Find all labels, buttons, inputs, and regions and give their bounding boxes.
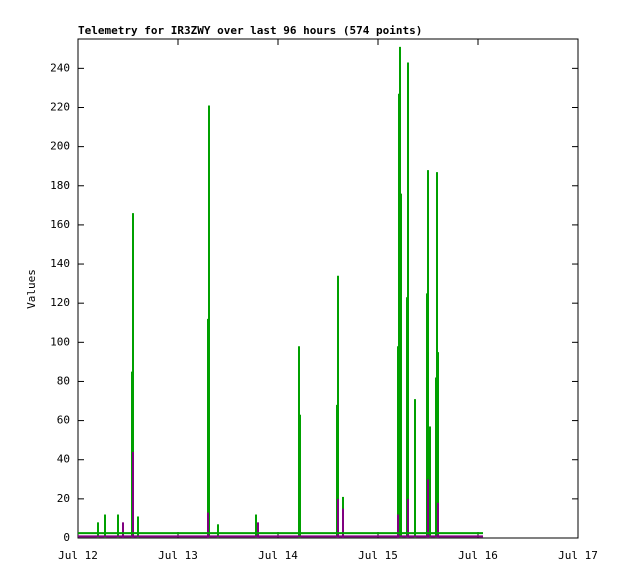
y-tick-label: 220 bbox=[50, 100, 70, 113]
plot-frame bbox=[77, 38, 579, 539]
y-tick-label: 180 bbox=[50, 179, 70, 192]
y-tick-label: 40 bbox=[57, 453, 70, 466]
x-tick-label: Jul 12 bbox=[58, 549, 98, 562]
x-tick-label: Jul 17 bbox=[558, 549, 598, 562]
x-tick-label: Jul 16 bbox=[458, 549, 498, 562]
y-tick-label: 20 bbox=[57, 492, 70, 505]
y-tick-label: 80 bbox=[57, 374, 70, 387]
chart-title: Telemetry for IR3ZWY over last 96 hours … bbox=[78, 24, 422, 37]
y-tick-label: 0 bbox=[63, 531, 70, 544]
x-tick-label: Jul 14 bbox=[258, 549, 298, 562]
y-tick-label: 160 bbox=[50, 218, 70, 231]
y-tick-label: 200 bbox=[50, 140, 70, 153]
y-tick-label: 140 bbox=[50, 257, 70, 270]
x-tick-label: Jul 15 bbox=[358, 549, 398, 562]
y-tick-label: 100 bbox=[50, 335, 70, 348]
x-tick-label: Jul 13 bbox=[158, 549, 198, 562]
y-tick-label: 240 bbox=[50, 61, 70, 74]
y-tick-label: 60 bbox=[57, 414, 70, 427]
y-tick-label: 120 bbox=[50, 296, 70, 309]
y-axis-label: Values bbox=[25, 269, 38, 309]
